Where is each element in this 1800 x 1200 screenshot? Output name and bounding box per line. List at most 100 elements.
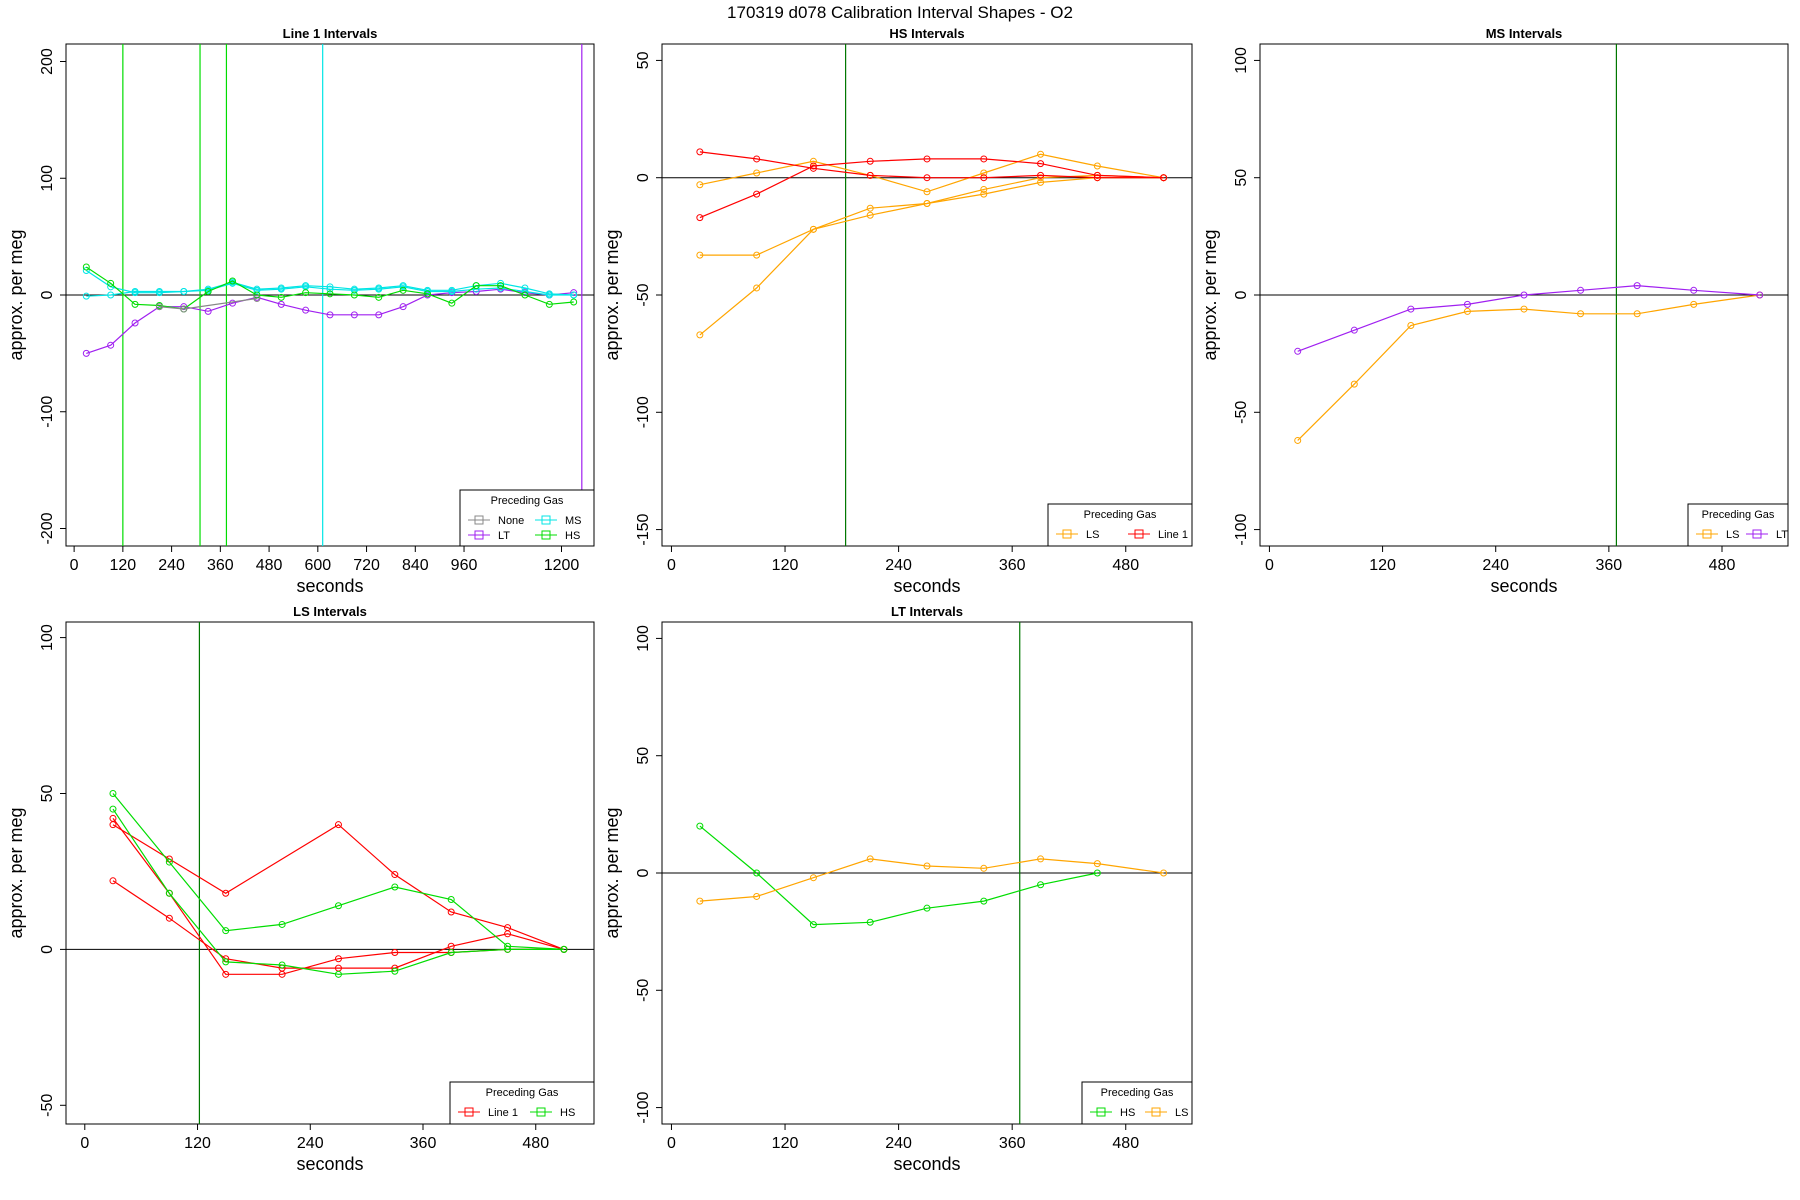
series-line — [699, 153, 1164, 193]
legend-label: Line 1 — [1158, 529, 1188, 541]
legend: Preceding Gas None MS LT HS — [459, 489, 595, 547]
data-point — [980, 897, 988, 905]
data-point — [809, 921, 817, 929]
data-point — [334, 955, 342, 963]
data-point — [570, 291, 578, 299]
y-tick-label: 0 — [635, 868, 652, 877]
x-axis-label: seconds — [893, 576, 960, 596]
x-tick-label: 1200 — [544, 557, 580, 574]
y-tick-label: 0 — [39, 945, 56, 954]
data-point — [1037, 174, 1045, 182]
series-line — [85, 270, 574, 296]
data-point — [326, 285, 334, 293]
data-point — [302, 282, 310, 290]
legend-label: LT — [498, 530, 510, 542]
data-point — [375, 284, 383, 292]
data-point — [423, 290, 431, 298]
data-point — [109, 821, 117, 829]
plot-frame — [661, 43, 1193, 547]
x-tick-label: 120 — [772, 1135, 799, 1152]
series-line — [112, 808, 564, 975]
data-point — [109, 877, 117, 885]
y-tick-label: -100 — [635, 1091, 652, 1123]
legend: Preceding Gas HS LS — [1081, 1081, 1193, 1125]
data-point — [1093, 860, 1101, 868]
chart-panel-2: HS Intervals 0 120 240 360 480 seconds -150 -100… — [602, 26, 1193, 596]
y-tick-label: -100 — [635, 396, 652, 428]
legend-label: Line 1 — [488, 1107, 518, 1119]
x-tick-label: 360 — [1596, 557, 1623, 574]
data-point — [277, 300, 285, 308]
legend-box — [1081, 1081, 1193, 1125]
data-point — [229, 299, 237, 307]
data-point — [375, 311, 383, 319]
data-point — [753, 869, 761, 877]
series-line — [1297, 294, 1760, 441]
legend-swatch-marker — [474, 515, 484, 525]
legend-label: LS — [1175, 1107, 1188, 1119]
y-axis-label: approx. per meg — [602, 807, 622, 938]
data-point — [326, 283, 334, 291]
data-point — [1463, 300, 1471, 308]
data-point — [107, 279, 115, 287]
data-point — [923, 200, 931, 208]
series-line — [159, 297, 257, 310]
data-point — [1633, 310, 1641, 318]
data-point — [1093, 171, 1101, 179]
y-tick-label: 0 — [1233, 290, 1250, 299]
data-point — [866, 157, 874, 165]
y-tick-label: 50 — [635, 51, 652, 69]
data-point — [302, 289, 310, 297]
data-point — [923, 174, 931, 182]
data-point — [326, 311, 334, 319]
data-point — [696, 251, 704, 259]
data-point — [1294, 436, 1302, 444]
x-tick-label: 120 — [772, 557, 799, 574]
series-line — [699, 151, 1164, 179]
data-point — [1520, 291, 1528, 299]
data-point — [82, 263, 90, 271]
data-point — [165, 914, 173, 922]
legend-box — [449, 1081, 595, 1125]
y-tick-label: 0 — [635, 173, 652, 182]
x-tick-label: 480 — [1112, 1135, 1139, 1152]
data-point — [753, 892, 761, 900]
data-point — [109, 814, 117, 822]
data-point — [866, 855, 874, 863]
data-point — [1407, 305, 1415, 313]
legend-label: LT — [1776, 529, 1788, 541]
x-axis-label: seconds — [893, 1154, 960, 1174]
data-point — [204, 307, 212, 315]
legend-label: HS — [565, 530, 580, 542]
legend-label: LS — [1726, 529, 1739, 541]
data-point — [866, 918, 874, 926]
series-line — [112, 823, 565, 950]
data-point — [809, 874, 817, 882]
x-tick-label: 240 — [885, 1135, 912, 1152]
data-point — [1160, 174, 1168, 182]
legend-label: LS — [1086, 529, 1099, 541]
x-tick-label: 600 — [304, 557, 331, 574]
data-point — [334, 970, 342, 978]
data-point — [82, 292, 90, 300]
data-point — [278, 961, 286, 969]
data-point — [391, 883, 399, 891]
x-tick-label: 0 — [70, 557, 79, 574]
y-tick-label: 200 — [39, 48, 56, 75]
legend-title: Preceding Gas — [491, 495, 564, 507]
legend: Preceding Gas LS LT — [1687, 503, 1789, 547]
plot-area — [66, 44, 594, 546]
data-point — [497, 282, 505, 290]
legend-swatch-marker — [541, 515, 551, 525]
x-tick-label: 360 — [999, 1135, 1026, 1152]
data-point — [980, 155, 988, 163]
data-point — [809, 162, 817, 170]
x-tick-label: 0 — [1265, 557, 1274, 574]
series-line — [1297, 284, 1760, 352]
x-axis-label: seconds — [296, 576, 363, 596]
data-point — [1577, 286, 1585, 294]
data-point — [180, 305, 188, 313]
x-tick-label: 480 — [1709, 557, 1736, 574]
data-point — [1037, 150, 1045, 158]
data-point — [560, 945, 568, 953]
